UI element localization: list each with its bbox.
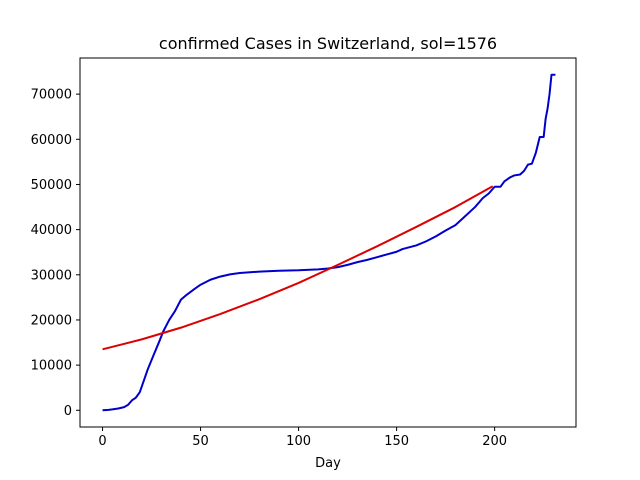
x-axis-label: Day bbox=[315, 456, 341, 471]
x-axis: 0 50 100 150 200 bbox=[98, 427, 507, 449]
y-tick-label: 70000 bbox=[31, 88, 72, 103]
x-tick-label: 100 bbox=[286, 434, 311, 449]
y-tick-label: 60000 bbox=[31, 133, 72, 148]
series-line-2 bbox=[102, 185, 494, 351]
series-lines bbox=[102, 73, 556, 412]
chart-title: confirmed Cases in Switzerland, sol=1576 bbox=[159, 34, 497, 53]
x-tick-label: 200 bbox=[482, 434, 507, 449]
x-tick-label: 0 bbox=[98, 434, 106, 449]
series-line-1 bbox=[102, 73, 556, 412]
y-tick-label: 40000 bbox=[31, 223, 72, 238]
x-tick-label: 150 bbox=[384, 434, 409, 449]
y-tick-label: 10000 bbox=[31, 359, 72, 374]
y-tick-label: 50000 bbox=[31, 178, 72, 193]
plot-frame bbox=[79, 57, 577, 428]
y-tick-label: 20000 bbox=[31, 313, 72, 328]
x-tick-label: 50 bbox=[192, 434, 209, 449]
y-tick-label: 0 bbox=[64, 404, 72, 419]
y-axis: 0 10000 20000 30000 40000 50000 60000 70000 bbox=[31, 88, 80, 419]
y-tick-label: 30000 bbox=[31, 268, 72, 283]
